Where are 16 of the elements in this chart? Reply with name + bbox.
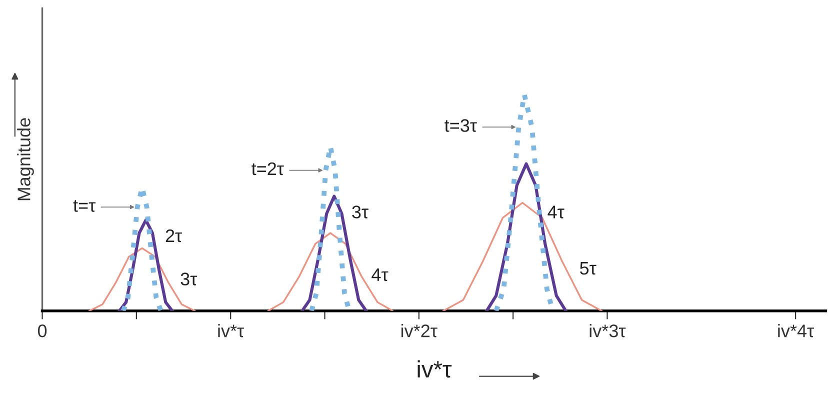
x-tick-label: iv*4τ [778, 324, 814, 338]
annotation: 3τ [352, 206, 368, 218]
x-tick-label: iv*3τ [590, 324, 626, 338]
annotation: t=3τ [444, 119, 477, 132]
x-tick-label: iv*2τ [402, 324, 438, 338]
y-axis-title: Magnitude [17, 118, 34, 200]
annotation: 5τ [580, 262, 596, 275]
x-tick-label: iv*τ [218, 324, 244, 338]
annotation: 4τ [548, 206, 564, 218]
annotation: 2τ [166, 229, 182, 242]
annotation: t=2τ [252, 162, 284, 176]
annotation: 3τ [180, 272, 198, 286]
annotation: 4τ [372, 268, 388, 282]
x-axis-title: iv*τ [418, 360, 452, 378]
annotation: t=τ [73, 200, 96, 212]
x-tick-label: 0 [38, 324, 47, 338]
